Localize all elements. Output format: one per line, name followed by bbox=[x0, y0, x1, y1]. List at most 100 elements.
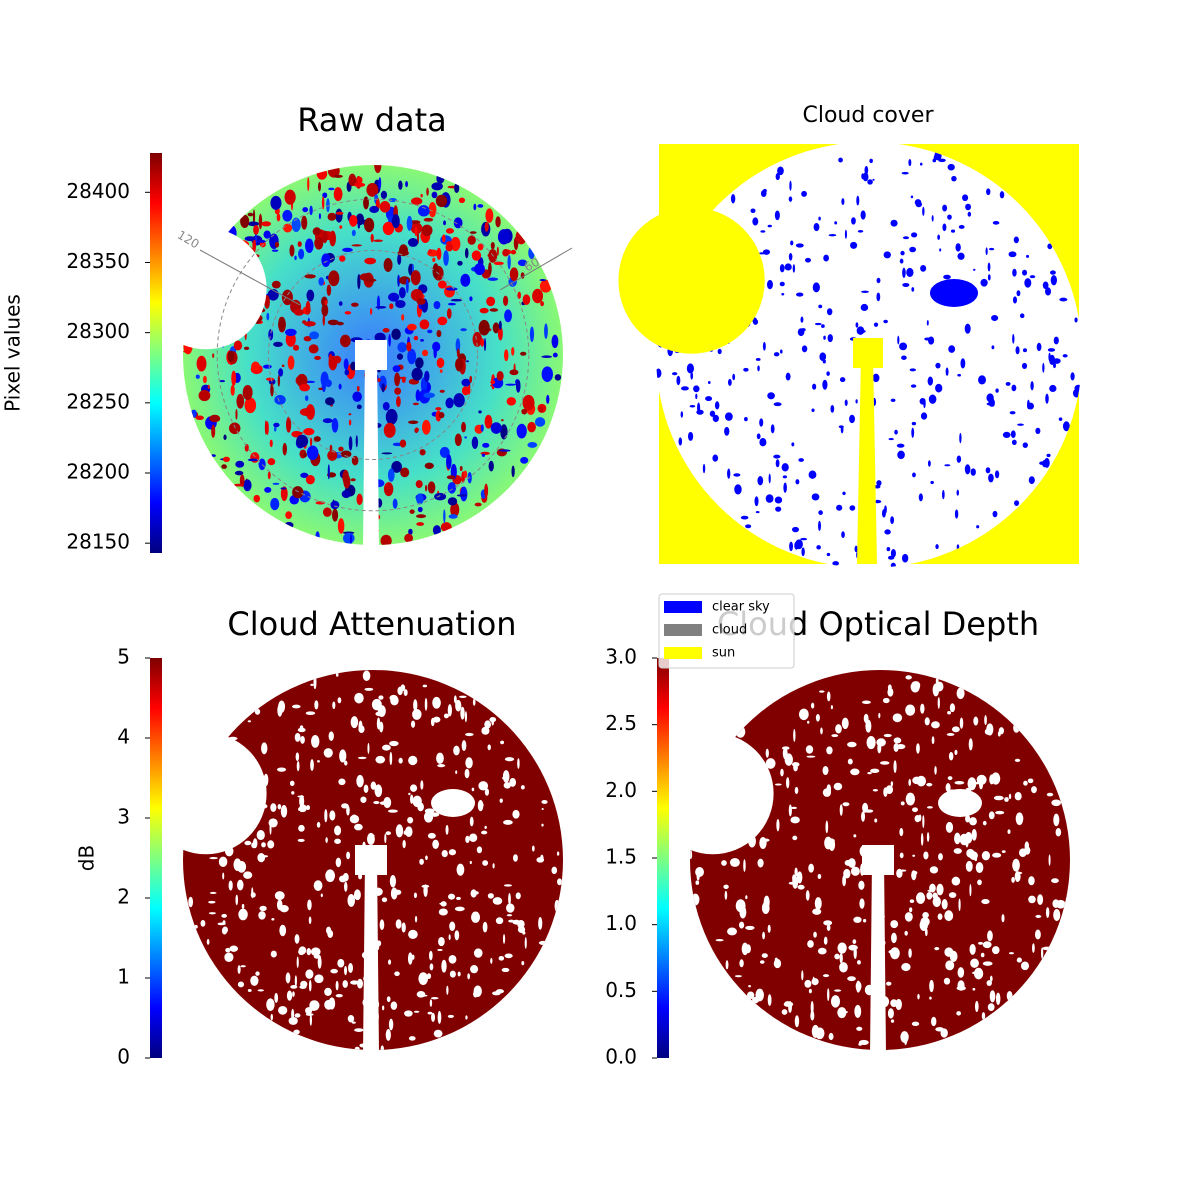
speck bbox=[286, 990, 293, 1001]
speck bbox=[884, 505, 887, 514]
speck bbox=[909, 368, 916, 372]
speck bbox=[1046, 453, 1051, 458]
speck bbox=[297, 838, 305, 843]
speck bbox=[454, 183, 460, 194]
speck bbox=[304, 274, 316, 279]
speck bbox=[261, 221, 272, 227]
speck bbox=[240, 214, 250, 228]
speck bbox=[775, 506, 782, 512]
speck bbox=[752, 217, 759, 226]
speck bbox=[883, 733, 892, 738]
speck bbox=[465, 757, 473, 769]
speck bbox=[234, 470, 244, 476]
speck bbox=[724, 426, 730, 436]
speck bbox=[244, 397, 257, 414]
speck bbox=[348, 963, 354, 973]
speck bbox=[447, 302, 456, 306]
speck bbox=[841, 198, 845, 205]
speck bbox=[388, 334, 391, 347]
speck bbox=[801, 970, 804, 981]
speck bbox=[381, 897, 388, 903]
speck bbox=[405, 278, 409, 294]
speck bbox=[443, 509, 446, 524]
speck bbox=[671, 372, 678, 376]
speck bbox=[896, 868, 903, 878]
speck bbox=[351, 302, 359, 307]
speck bbox=[756, 433, 761, 440]
speck bbox=[805, 745, 814, 754]
speck bbox=[732, 373, 736, 381]
speck bbox=[279, 924, 287, 937]
speck bbox=[324, 809, 328, 823]
speck bbox=[856, 195, 860, 206]
tick-label: 2 bbox=[117, 885, 130, 909]
speck bbox=[940, 1028, 948, 1038]
speck bbox=[656, 368, 662, 378]
speck bbox=[274, 891, 285, 901]
speck bbox=[863, 713, 869, 724]
speck bbox=[471, 436, 479, 449]
speck bbox=[743, 859, 746, 872]
speck bbox=[814, 322, 822, 326]
speck bbox=[818, 690, 825, 693]
speck bbox=[324, 987, 332, 996]
speck bbox=[811, 1024, 820, 1038]
speck bbox=[991, 345, 995, 350]
speck bbox=[296, 761, 300, 772]
mast-pole bbox=[363, 355, 379, 550]
speck bbox=[356, 493, 363, 506]
speck bbox=[447, 482, 457, 494]
speck bbox=[522, 394, 535, 411]
speck bbox=[463, 470, 468, 479]
speck bbox=[414, 915, 418, 923]
speck bbox=[836, 504, 843, 511]
speck bbox=[338, 301, 343, 306]
speck bbox=[839, 962, 848, 973]
speck bbox=[266, 312, 270, 321]
speck bbox=[370, 308, 373, 315]
speck bbox=[264, 487, 272, 493]
speck bbox=[236, 393, 245, 409]
speck bbox=[500, 740, 505, 745]
speck bbox=[484, 825, 487, 829]
speck bbox=[965, 814, 971, 823]
speck bbox=[691, 893, 700, 906]
speck bbox=[515, 379, 521, 393]
speck bbox=[825, 820, 829, 834]
speck bbox=[1011, 384, 1017, 392]
speck bbox=[779, 349, 783, 354]
speck bbox=[335, 672, 339, 677]
speck bbox=[271, 249, 279, 252]
speck bbox=[989, 990, 996, 1003]
speck bbox=[411, 954, 415, 960]
speck bbox=[379, 201, 391, 213]
speck bbox=[229, 945, 239, 952]
speck bbox=[424, 462, 434, 469]
speck bbox=[383, 258, 393, 272]
speck bbox=[948, 752, 954, 761]
speck bbox=[446, 308, 452, 319]
speck bbox=[773, 402, 782, 407]
speck bbox=[1042, 946, 1053, 951]
speck bbox=[194, 924, 198, 929]
speck bbox=[767, 392, 775, 400]
speck bbox=[432, 696, 441, 709]
speck bbox=[987, 274, 991, 281]
speck bbox=[890, 562, 896, 568]
speck bbox=[858, 880, 865, 890]
speck bbox=[939, 248, 942, 252]
speck bbox=[195, 415, 204, 421]
speck bbox=[282, 209, 293, 222]
speck bbox=[935, 362, 941, 369]
speck bbox=[389, 875, 397, 888]
speck bbox=[863, 918, 867, 923]
speck bbox=[516, 423, 527, 439]
speck bbox=[730, 193, 736, 204]
speck bbox=[920, 412, 928, 420]
speck bbox=[211, 424, 216, 438]
speck bbox=[195, 374, 200, 379]
speck bbox=[947, 214, 952, 220]
speck bbox=[984, 728, 992, 735]
speck bbox=[501, 419, 504, 422]
speck bbox=[388, 1018, 394, 1031]
